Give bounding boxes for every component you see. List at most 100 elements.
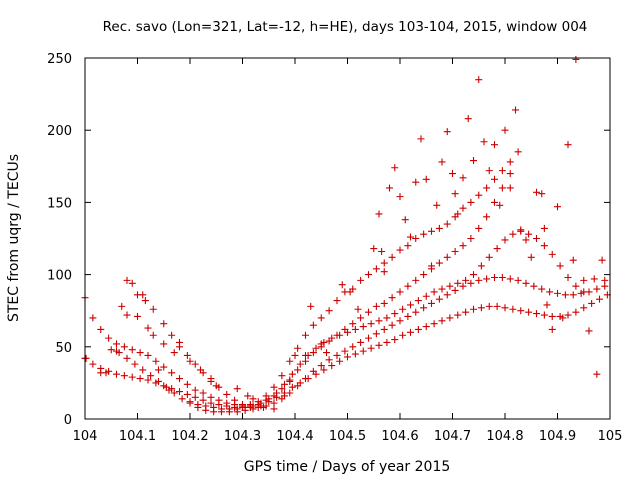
x-tick-label: 105 <box>598 429 623 444</box>
data-point <box>493 302 501 310</box>
data-point <box>210 403 218 411</box>
x-tick-label: 104.9 <box>539 429 576 444</box>
data-point <box>288 370 296 378</box>
x-tick-label: 104.1 <box>119 429 156 444</box>
data-point <box>202 402 210 410</box>
data-point <box>451 286 459 294</box>
data-point <box>120 372 128 380</box>
data-point <box>435 295 443 303</box>
data-point <box>388 321 396 329</box>
data-point <box>309 321 317 329</box>
data-point <box>160 363 168 371</box>
data-point <box>317 340 325 348</box>
data-point <box>307 302 315 310</box>
data-point <box>412 276 420 284</box>
data-point <box>401 216 409 224</box>
data-points <box>81 55 611 416</box>
y-tick-label: 100 <box>47 269 72 284</box>
data-point <box>155 366 162 374</box>
data-point <box>375 317 383 325</box>
data-point <box>428 299 435 307</box>
data-point <box>349 343 357 351</box>
data-point <box>446 282 454 290</box>
x-tick-label: 104.4 <box>276 429 313 444</box>
data-point <box>443 291 451 299</box>
data-point <box>543 301 551 309</box>
x-tick-label: 104.3 <box>224 429 261 444</box>
data-point <box>554 289 561 297</box>
data-point <box>443 220 451 228</box>
data-point <box>580 288 588 296</box>
data-point <box>357 276 365 284</box>
x-tick-label: 104 <box>73 429 98 444</box>
data-point <box>467 279 475 287</box>
data-point <box>498 184 506 192</box>
data-point <box>365 334 372 342</box>
data-point <box>383 314 391 322</box>
data-point <box>399 305 407 313</box>
data-point <box>155 377 162 385</box>
data-point <box>407 328 414 336</box>
data-point <box>514 148 522 156</box>
data-point <box>396 317 404 325</box>
data-point <box>244 392 252 400</box>
data-point <box>491 141 498 149</box>
data-point <box>491 175 498 183</box>
data-point <box>183 390 191 398</box>
data-point <box>388 294 396 302</box>
data-point <box>522 279 530 287</box>
data-point <box>168 369 176 377</box>
data-point <box>538 285 546 293</box>
data-point <box>407 301 414 309</box>
data-point <box>540 242 548 250</box>
y-tick-label: 150 <box>47 196 72 211</box>
x-tick-label: 104.8 <box>486 429 523 444</box>
data-point <box>176 388 183 396</box>
data-point <box>438 158 446 166</box>
data-point <box>435 224 443 232</box>
data-point <box>380 325 388 333</box>
data-point <box>320 366 328 374</box>
data-point <box>420 271 428 279</box>
data-point <box>580 276 588 284</box>
data-point <box>328 334 336 342</box>
data-point <box>585 327 593 335</box>
data-point <box>123 354 131 362</box>
data-point <box>428 262 435 270</box>
data-point <box>527 253 535 261</box>
data-point <box>134 312 141 320</box>
data-point <box>506 184 514 192</box>
y-tick-label: 0 <box>64 413 72 428</box>
data-point <box>501 236 509 244</box>
data-point <box>462 276 470 284</box>
data-point <box>341 347 349 355</box>
data-point <box>328 362 336 370</box>
data-point <box>370 245 378 253</box>
data-point <box>396 288 404 296</box>
data-point <box>325 356 333 364</box>
data-point <box>260 403 267 411</box>
data-point <box>501 304 509 312</box>
data-point <box>548 312 556 320</box>
data-point <box>191 393 199 401</box>
data-point <box>212 382 220 390</box>
data-point <box>336 331 344 339</box>
data-point <box>451 190 459 198</box>
data-point <box>123 276 131 284</box>
data-point <box>459 242 467 250</box>
data-point <box>422 323 430 331</box>
data-point <box>128 373 136 381</box>
data-point <box>493 245 501 253</box>
data-point <box>491 198 498 206</box>
data-point <box>430 288 438 296</box>
data-point <box>82 354 90 362</box>
y-tick-label: 50 <box>55 341 72 356</box>
data-point <box>561 291 569 299</box>
data-point <box>506 275 514 283</box>
data-point <box>354 305 362 313</box>
data-point <box>351 325 359 333</box>
data-point <box>420 230 428 238</box>
data-point <box>225 405 233 413</box>
data-point <box>593 370 601 378</box>
data-point <box>509 230 517 238</box>
